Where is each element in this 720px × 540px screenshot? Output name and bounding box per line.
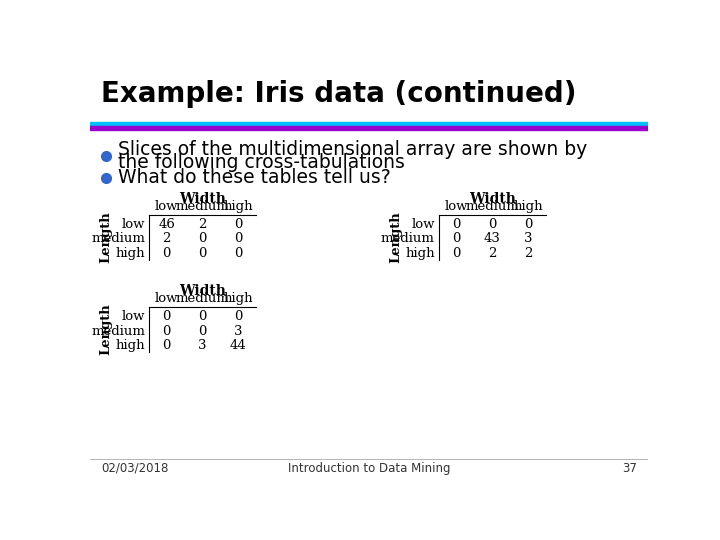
Text: 0: 0 bbox=[452, 232, 461, 245]
Text: medium: medium bbox=[91, 325, 145, 338]
Text: 37: 37 bbox=[622, 462, 637, 475]
Text: 0: 0 bbox=[234, 247, 242, 260]
Text: 0: 0 bbox=[198, 247, 207, 260]
Text: 0: 0 bbox=[234, 310, 242, 323]
Text: 0: 0 bbox=[234, 232, 242, 245]
Text: 3: 3 bbox=[198, 339, 207, 352]
Text: Width: Width bbox=[179, 284, 226, 298]
Text: What do these tables tell us?: What do these tables tell us? bbox=[118, 168, 391, 187]
Text: 43: 43 bbox=[484, 232, 500, 245]
Text: medium: medium bbox=[381, 232, 435, 245]
Text: 0: 0 bbox=[163, 325, 171, 338]
Text: 0: 0 bbox=[163, 310, 171, 323]
Text: high: high bbox=[405, 247, 435, 260]
Text: 2: 2 bbox=[488, 247, 496, 260]
Text: Example: Iris data (continued): Example: Iris data (continued) bbox=[101, 80, 576, 107]
Text: 0: 0 bbox=[523, 218, 532, 231]
Text: low: low bbox=[122, 218, 145, 231]
Text: Length: Length bbox=[389, 211, 402, 263]
Text: high: high bbox=[223, 292, 253, 306]
Text: 0: 0 bbox=[234, 218, 242, 231]
Text: 2: 2 bbox=[523, 247, 532, 260]
Text: low: low bbox=[122, 310, 145, 323]
Text: 0: 0 bbox=[452, 218, 461, 231]
Text: 0: 0 bbox=[163, 247, 171, 260]
Text: medium: medium bbox=[465, 200, 519, 213]
Bar bbox=[90, 122, 648, 126]
Text: low: low bbox=[411, 218, 435, 231]
Text: 44: 44 bbox=[230, 339, 246, 352]
Text: 0: 0 bbox=[198, 325, 207, 338]
Bar bbox=[90, 126, 648, 130]
Text: Length: Length bbox=[99, 211, 112, 263]
Text: 3: 3 bbox=[234, 325, 242, 338]
Text: high: high bbox=[115, 247, 145, 260]
Text: 46: 46 bbox=[158, 218, 175, 231]
Text: 0: 0 bbox=[488, 218, 496, 231]
Text: Width: Width bbox=[179, 192, 226, 206]
Text: 0: 0 bbox=[163, 339, 171, 352]
Text: 02/03/2018: 02/03/2018 bbox=[101, 462, 168, 475]
Text: high: high bbox=[513, 200, 543, 213]
Text: Slices of the multidimensional array are shown by: Slices of the multidimensional array are… bbox=[118, 140, 587, 159]
Text: Introduction to Data Mining: Introduction to Data Mining bbox=[288, 462, 450, 475]
Text: Width: Width bbox=[469, 192, 516, 206]
Text: low: low bbox=[445, 200, 468, 213]
Text: 2: 2 bbox=[163, 232, 171, 245]
Text: 0: 0 bbox=[198, 232, 207, 245]
Text: medium: medium bbox=[176, 200, 229, 213]
Text: medium: medium bbox=[176, 292, 229, 306]
Text: the following cross-tabulations: the following cross-tabulations bbox=[118, 153, 405, 172]
Text: 0: 0 bbox=[198, 310, 207, 323]
Text: 0: 0 bbox=[452, 247, 461, 260]
Text: Length: Length bbox=[99, 303, 112, 355]
Text: 2: 2 bbox=[198, 218, 207, 231]
Text: low: low bbox=[155, 200, 179, 213]
Text: low: low bbox=[155, 292, 179, 306]
Text: medium: medium bbox=[91, 232, 145, 245]
Text: high: high bbox=[223, 200, 253, 213]
Text: high: high bbox=[115, 339, 145, 352]
Text: 3: 3 bbox=[523, 232, 532, 245]
